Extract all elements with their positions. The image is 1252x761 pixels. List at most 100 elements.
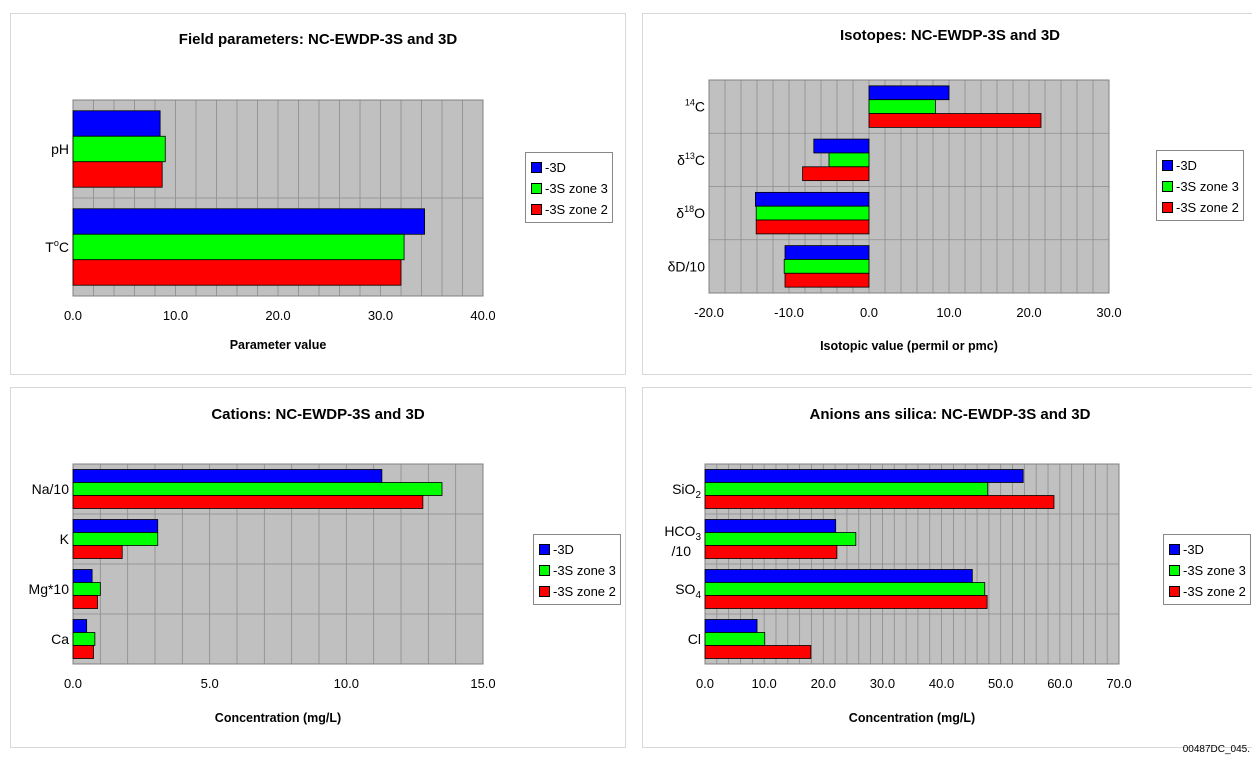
bar-3s-zone-2 (802, 166, 870, 182)
plot-border (704, 463, 1120, 665)
x-tick-label: 15.0 (470, 676, 495, 691)
bar-3d (72, 569, 93, 583)
legend-swatch (531, 162, 542, 173)
legend-item: -3D (539, 539, 616, 560)
category-label: δ13C (677, 151, 705, 168)
bar-3s-zone-2 (868, 113, 1042, 128)
bar-3d (704, 619, 758, 633)
chart-legend: -3D -3S zone 3 -3S zone 2 (1156, 150, 1244, 221)
x-tick-label: 0.0 (64, 308, 82, 323)
x-tick-label: 20.0 (1016, 305, 1041, 320)
legend-label: -3S zone 3 (553, 563, 616, 578)
category-label: Mg*10 (29, 581, 70, 597)
bar-3s-zone-3 (704, 482, 989, 496)
bar-3s-zone-2 (704, 645, 812, 659)
category-label: K (60, 531, 70, 547)
legend-swatch (1169, 544, 1180, 555)
category-label: HCO3 (664, 523, 701, 543)
bar-3s-zone-3 (704, 632, 766, 646)
legend-item: -3S zone 3 (531, 178, 608, 199)
legend-item: -3D (531, 157, 608, 178)
x-tick-label: 50.0 (988, 676, 1013, 691)
legend-item: -3S zone 2 (539, 581, 616, 602)
plot-border (72, 463, 484, 665)
x-tick-label: 20.0 (265, 308, 290, 323)
legend-swatch (531, 183, 542, 194)
x-tick-label: 20.0 (811, 676, 836, 691)
bar-3s-zone-2 (72, 161, 163, 188)
legend-label: -3S zone 2 (1176, 200, 1239, 215)
category-label: δD/10 (668, 258, 706, 274)
chart-legend: -3D -3S zone 3 -3S zone 2 (533, 534, 621, 605)
legend-item: -3S zone 2 (531, 199, 608, 220)
category-label: Na/10 (32, 481, 70, 497)
chart-svg: pH ToC 0.0 10.0 20.0 30.0 40.0 (45, 99, 496, 323)
x-tick-label: 40.0 (929, 676, 954, 691)
x-tick-label: 5.0 (201, 676, 219, 691)
category-label: SiO2 (672, 481, 701, 501)
category-label: δ18O (676, 204, 705, 221)
legend-swatch (539, 544, 550, 555)
legend-item: -3D (1169, 539, 1246, 560)
bar-3s-zone-3 (755, 205, 870, 221)
bar-3d (72, 110, 161, 137)
legend-label: -3D (1176, 158, 1197, 173)
bar-3d (784, 245, 870, 260)
bar-3s-zone-2 (704, 495, 1055, 509)
legend-label: -3D (1183, 542, 1204, 557)
legend-item: -3S zone 2 (1162, 197, 1239, 218)
legend-item: -3S zone 2 (1169, 581, 1246, 602)
bar-3s-zone-3 (783, 259, 870, 274)
chart-legend: -3D -3S zone 3 -3S zone 2 (1163, 534, 1251, 605)
x-axis-title: Concentration (mg/L) (848, 711, 976, 725)
x-axis-title: Parameter value (229, 338, 327, 352)
bar-3d (755, 191, 870, 207)
x-axis-title: Concentration (mg/L) (214, 711, 342, 725)
bar-3s-zone-2 (784, 272, 870, 288)
x-tick-label: -10.0 (774, 305, 804, 320)
x-tick-label: 40.0 (470, 308, 495, 323)
category-label: Ca (51, 631, 69, 647)
legend-label: -3S zone 2 (553, 584, 616, 599)
legend-item: -3S zone 3 (1169, 560, 1246, 581)
x-tick-label: -20.0 (694, 305, 724, 320)
chart-panel-isotopes: Isotopes: NC-EWDP-3S and 3D 14C δ13C δ18O δ… (642, 13, 1252, 375)
bar-3s-zone-2 (704, 545, 838, 559)
category-label: pH (51, 141, 69, 157)
x-tick-label: 10.0 (751, 676, 776, 691)
legend-swatch (1162, 202, 1173, 213)
bar-3s-zone-3 (704, 532, 857, 546)
bar-3s-zone-2 (72, 595, 99, 609)
bar-3s-zone-3 (72, 135, 166, 163)
x-tick-label: 10.0 (334, 676, 359, 691)
bar-3s-zone-3 (72, 233, 405, 261)
bar-3d (704, 469, 1024, 483)
bar-3s-zone-2 (72, 645, 94, 659)
legend-swatch (1169, 565, 1180, 576)
legend-label: -3S zone 3 (1183, 563, 1246, 578)
x-tick-label: 70.0 (1106, 676, 1131, 691)
chart-svg: Na/10 K Mg*10 Ca 0.0 5.0 10.0 15.0 (29, 463, 496, 691)
category-label: ToC (45, 238, 69, 255)
legend-label: -3S zone 2 (1183, 584, 1246, 599)
legend-swatch (1169, 586, 1180, 597)
bar-3d (72, 619, 88, 633)
legend-swatch (1162, 160, 1173, 171)
x-tick-label: 0.0 (696, 676, 714, 691)
chart-title: Cations: NC-EWDP-3S and 3D (211, 406, 425, 423)
category-label-line2: /10 (672, 543, 692, 559)
x-axis-title: Isotopic value (permil or pmc) (820, 339, 998, 353)
bar-3d (72, 469, 383, 483)
bar-3s-zone-3 (72, 482, 443, 496)
legend-swatch (1162, 181, 1173, 192)
legend-label: -3S zone 3 (1176, 179, 1239, 194)
bar-3d (704, 569, 973, 583)
bar-3s-zone-2 (72, 495, 424, 509)
chart-panel-anions-silica: Anions ans silica: NC-EWDP-3S and 3D SiO… (642, 387, 1252, 748)
bar-3d (72, 208, 425, 235)
category-label: SO4 (675, 581, 701, 601)
legend-label: -3D (553, 542, 574, 557)
bar-3s-zone-2 (72, 545, 123, 559)
x-tick-label: 60.0 (1047, 676, 1072, 691)
chart-svg: SiO2 HCO3/10 SO4 Cl 0.0 10.0 20.0 30.0 40.0 50.0 6… (664, 463, 1132, 691)
